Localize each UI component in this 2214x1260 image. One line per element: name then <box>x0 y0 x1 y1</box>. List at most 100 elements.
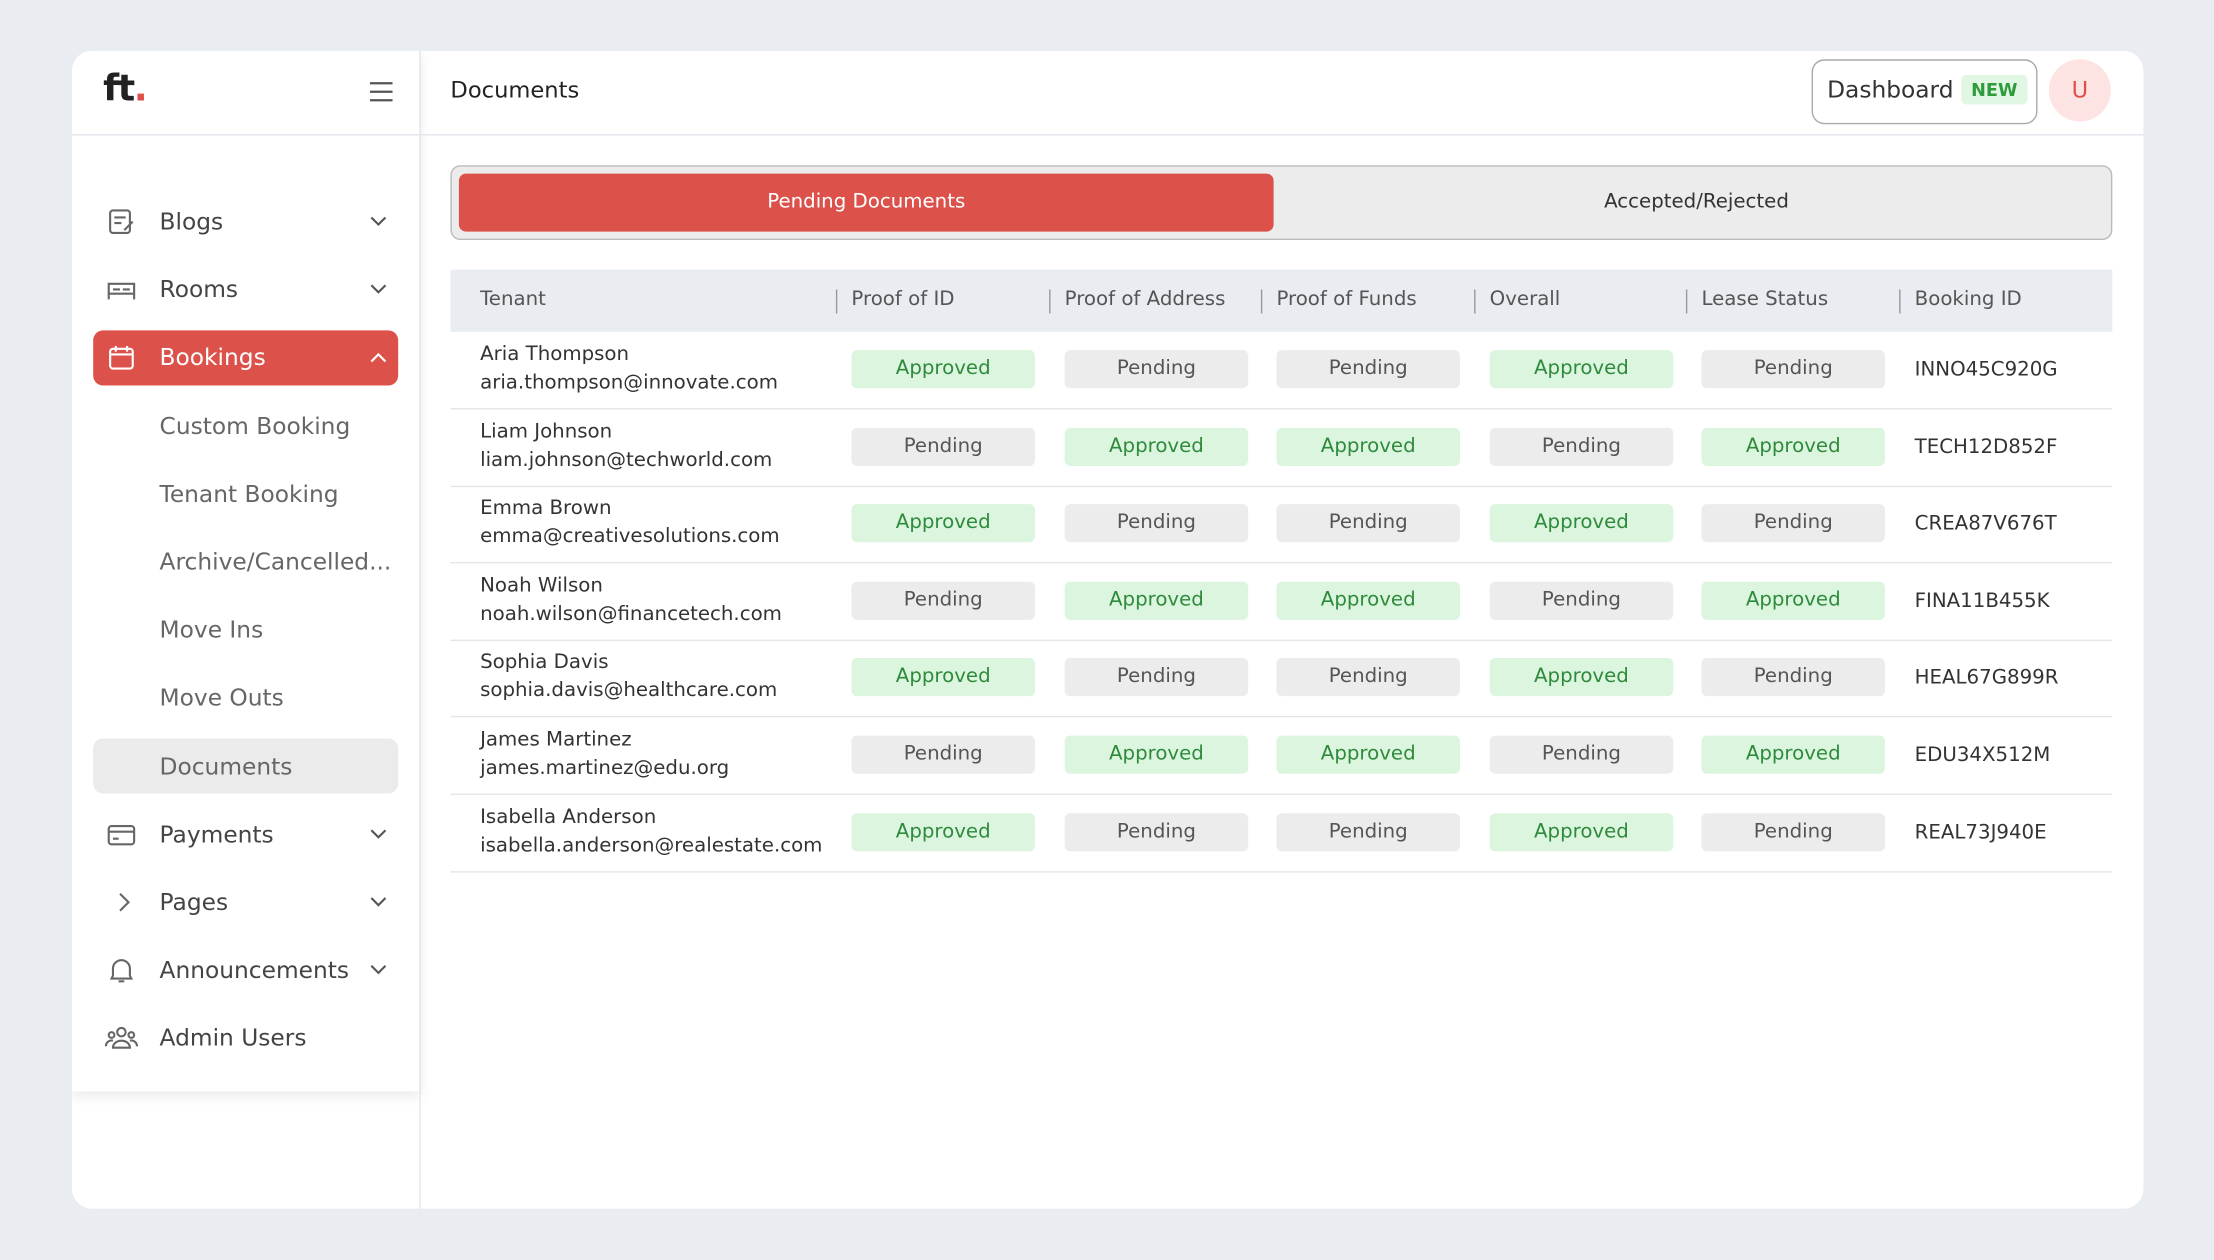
submenu-item[interactable]: Custom Booking <box>93 398 398 453</box>
icon <box>370 353 387 363</box>
icon <box>370 284 387 295</box>
status-pill: Approved <box>1064 427 1249 466</box>
status-pill: Pending <box>1701 658 1886 697</box>
status-pill: Approved <box>1701 427 1886 466</box>
avatar[interactable]: U <box>2048 59 2111 122</box>
tab[interactable]: Pending Documents <box>458 173 1274 232</box>
booking-id: HEAL67G899R <box>1914 667 2059 690</box>
status-pill: Pending <box>1064 812 1249 851</box>
menu-item[interactable]: Bookings <box>93 330 399 386</box>
submenu-item[interactable]: Move Outs <box>93 671 398 726</box>
page-title: Documents <box>450 76 580 104</box>
status-pill: Approved <box>1276 581 1460 620</box>
icon <box>370 965 387 975</box>
status-pill: Pending <box>1489 427 1674 466</box>
menu-label: Announcements <box>159 956 350 984</box>
menu-toggle[interactable] <box>369 80 394 103</box>
dashboard-button[interactable]: Dashboard NEW <box>1811 59 2038 125</box>
submenu-item[interactable]: Archive/Cancelled... <box>93 534 398 589</box>
status-pill: Approved <box>1489 350 1674 389</box>
menu-item[interactable]: Rooms <box>93 262 398 317</box>
icon <box>370 216 387 227</box>
menu-label: Payments <box>159 820 274 848</box>
icon <box>109 209 134 235</box>
button-label: Dashboard <box>1827 76 1954 104</box>
tenant-email: sophia.davis@healthcare.com <box>480 679 778 703</box>
status-pill: Pending <box>1276 658 1460 697</box>
column-separator <box>835 289 838 314</box>
column-separator <box>1049 289 1051 314</box>
menu-item[interactable]: Payments <box>93 807 398 862</box>
booking-id: REAL73J940E <box>1914 821 2047 844</box>
menu-label: Documents <box>159 752 293 780</box>
status-pill: Pending <box>1276 812 1460 851</box>
tabs: Pending Documents Accepted/Rejected <box>450 165 2113 241</box>
column-header: Proof of ID <box>851 288 955 311</box>
tenant-email: isabella.anderson@realestate.com <box>480 833 823 857</box>
status-pill: Pending <box>1701 350 1886 389</box>
tenant-name: Emma Brown <box>480 497 612 520</box>
status-pill: Pending <box>851 581 1035 620</box>
column-separator <box>1899 289 1901 314</box>
status-pill: Pending <box>1276 504 1460 543</box>
logo: ft. <box>103 68 148 110</box>
status-pill: Approved <box>851 658 1035 697</box>
booking-id: TECH12D852F <box>1914 435 2058 459</box>
column-header: Tenant <box>480 288 546 311</box>
table-row: Aria Thompson aria.thompson@innovate.com A… <box>450 332 2113 410</box>
menu-label: Tenant Booking <box>159 480 339 508</box>
tenant-name: James Martinez <box>480 728 632 752</box>
status-pill: Pending <box>851 735 1035 774</box>
tenant-email: aria.thompson@innovate.com <box>480 371 778 394</box>
menu-item[interactable]: Admin Users <box>93 1011 398 1066</box>
status-pill: Pending <box>1276 350 1460 389</box>
app-window: ft. Blogs Rooms Bookings Custom Booking Tena… <box>72 50 2144 1209</box>
submenu-item[interactable]: Documents <box>93 738 399 794</box>
booking-id: FINA11B455K <box>1914 589 2050 613</box>
column-header: Lease Status <box>1701 288 1829 311</box>
status-pill: Approved <box>1489 658 1674 697</box>
status-pill: Approved <box>1701 581 1886 620</box>
column-separator <box>1685 289 1688 314</box>
menu-item[interactable]: Pages <box>93 875 398 930</box>
menu-item[interactable]: Announcements <box>93 943 398 998</box>
status-pill: Approved <box>1489 504 1674 543</box>
icon <box>109 959 134 983</box>
status-pill: Approved <box>851 350 1035 389</box>
status-pill: Pending <box>1489 735 1674 774</box>
booking-id: CREA87V676T <box>1914 512 2057 536</box>
table-row: Emma Brown emma@creativesolutions.com Appr… <box>450 486 2113 564</box>
icon <box>119 893 130 912</box>
status-pill: Pending <box>1064 350 1249 389</box>
tab[interactable]: Accepted/Rejected <box>1604 190 1789 214</box>
column-header: Proof of Funds <box>1276 288 1417 311</box>
tenant-name: Isabella Anderson <box>480 805 657 829</box>
status-pill: Approved <box>1064 581 1249 620</box>
menu-label: Pages <box>159 888 229 916</box>
status-pill: Pending <box>1064 658 1249 697</box>
tenant-email: emma@creativesolutions.com <box>480 525 780 549</box>
sidebar: ft. Blogs Rooms Bookings Custom Booking Tena… <box>72 50 421 1092</box>
status-pill: Pending <box>1701 504 1886 543</box>
table-row: Noah Wilson noah.wilson@financetech.com Pe… <box>450 563 2113 641</box>
status-pill: Approved <box>1701 735 1886 774</box>
icon <box>104 1027 139 1050</box>
table-row: Liam Johnson liam.johnson@techworld.com Pe… <box>450 409 2113 487</box>
status-pill: Pending <box>1064 504 1249 543</box>
menu-label: Custom Booking <box>159 412 351 440</box>
tenant-email: liam.johnson@techworld.com <box>480 448 773 472</box>
column-header: Overall <box>1489 288 1561 311</box>
menu-label: Bookings <box>159 344 266 372</box>
submenu-item[interactable]: Tenant Booking <box>93 466 398 521</box>
tenant-email: james.martinez@edu.org <box>480 756 730 780</box>
menu-label: Admin Users <box>159 1024 307 1052</box>
icon <box>370 829 387 839</box>
menu-item[interactable]: Blogs <box>93 194 398 249</box>
table-row: Isabella Anderson isabella.anderson@reale… <box>450 794 2113 873</box>
status-pill: Approved <box>1276 427 1460 466</box>
divider <box>72 134 2144 136</box>
submenu-item[interactable]: Move Ins <box>93 602 398 657</box>
icon <box>107 283 136 300</box>
badge: NEW <box>1961 74 2028 105</box>
